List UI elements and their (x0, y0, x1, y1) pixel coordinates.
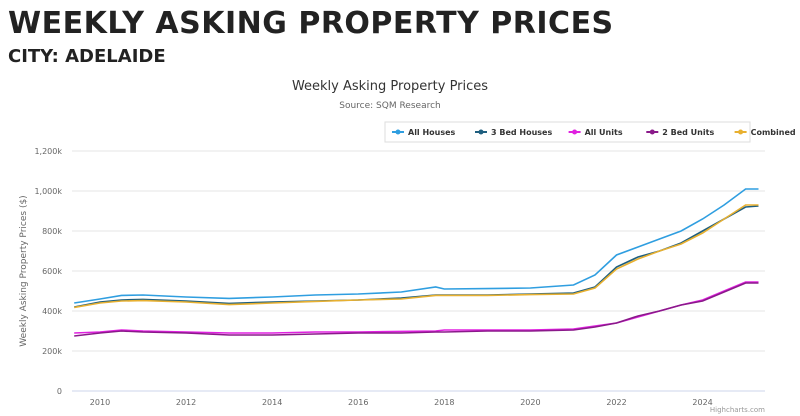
legend-marker-icon (478, 129, 484, 135)
legend-box (384, 121, 751, 143)
legend-label: All Houses (408, 128, 456, 137)
legend-item-combined[interactable]: Combined (734, 128, 796, 137)
series-line-combined (74, 204, 759, 309)
series-line-all-houses (74, 188, 759, 304)
x-tick-label: 2016 (348, 398, 368, 407)
x-tick-label: 2012 (176, 398, 196, 407)
legend-marker-icon (572, 129, 578, 135)
y-tick-label: 1,000k (34, 187, 62, 196)
y-tick-label: 0 (57, 387, 62, 396)
y-tick-label: 800k (42, 227, 62, 236)
legend-item-3-bed-houses[interactable]: 3 Bed Houses (475, 128, 552, 137)
legend-item-all-houses[interactable]: All Houses (392, 128, 456, 137)
chart-title: Weekly Asking Property Prices (292, 79, 488, 94)
x-tick-label: 2024 (692, 398, 712, 407)
x-tick-label: 2014 (262, 398, 282, 407)
chart-subtitle: Source: SQM Research (339, 101, 441, 111)
legend-marker-icon (395, 129, 401, 135)
y-tick-label: 200k (42, 347, 62, 356)
series-line-3-bed-houses (74, 205, 759, 308)
page-title: WEEKLY ASKING PROPERTY PRICES (8, 6, 614, 41)
legend-label: 3 Bed Houses (491, 128, 552, 137)
x-tick-label: 2020 (520, 398, 540, 407)
x-tick-label: 2010 (90, 398, 110, 407)
legend-item-2-bed-units[interactable]: 2 Bed Units (646, 128, 714, 137)
x-tick-label: 2022 (606, 398, 626, 407)
legend-marker-icon (738, 129, 744, 135)
legend-label: Combined (751, 128, 796, 137)
legend-label: All Units (585, 128, 623, 137)
y-tick-label: 600k (42, 267, 62, 276)
y-axis-label: Weekly Asking Property Prices ($) (19, 195, 29, 346)
credits-link[interactable]: Highcharts.com (710, 406, 765, 414)
city-subtitle: CITY: ADELAIDE (8, 46, 166, 67)
y-tick-label: 400k (42, 307, 62, 316)
legend-marker-icon (649, 129, 655, 135)
legend-item-all-units[interactable]: All Units (568, 128, 623, 137)
series-line-2-bed-units (74, 282, 759, 337)
legend-label: 2 Bed Units (662, 128, 714, 137)
x-tick-label: 2018 (434, 398, 454, 407)
y-tick-label: 1,200k (34, 147, 62, 156)
